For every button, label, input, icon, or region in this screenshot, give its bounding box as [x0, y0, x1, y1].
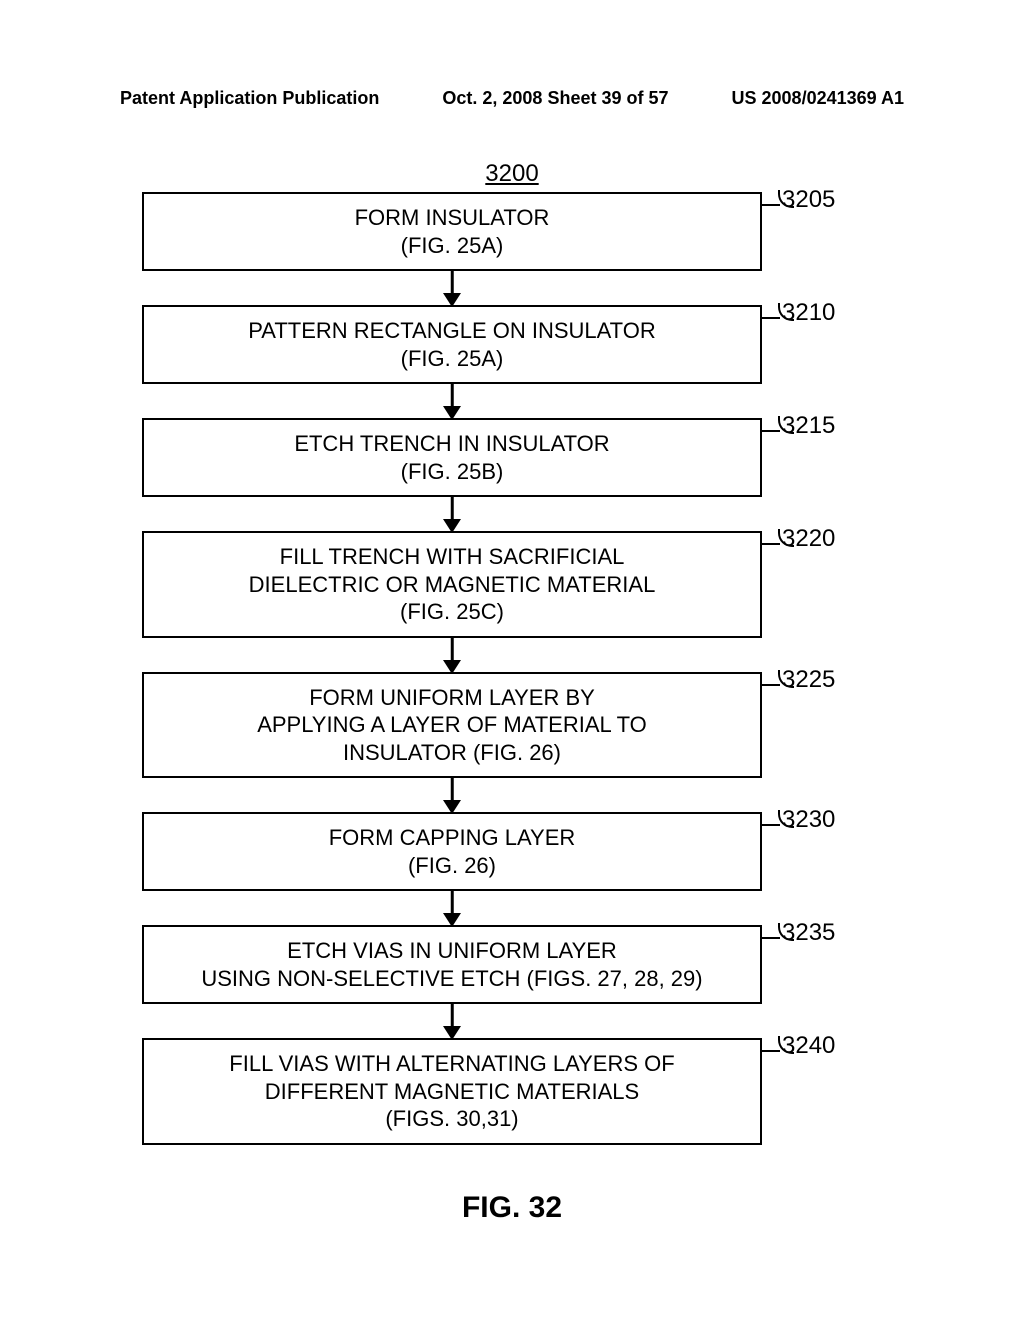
arrow-down-icon	[142, 638, 762, 672]
step-text: USING NON-SELECTIVE ETCH (FIGS. 27, 28, …	[152, 965, 752, 993]
arrow-down-icon	[142, 891, 762, 925]
step-text: (FIG. 25B)	[152, 458, 752, 486]
step-row: FORM CAPPING LAYER (FIG. 26) 3230	[142, 812, 882, 891]
step-row: FORM INSULATOR (FIG. 25A) 3205	[142, 192, 882, 271]
page: Patent Application Publication Oct. 2, 2…	[0, 0, 1024, 1320]
step-box-3240: FILL VIAS WITH ALTERNATING LAYERS OF DIF…	[142, 1038, 762, 1145]
step-text: (FIG. 25A)	[152, 232, 752, 260]
step-row: PATTERN RECTANGLE ON INSULATOR (FIG. 25A…	[142, 305, 882, 384]
step-text: FILL TRENCH WITH SACRIFICIAL	[152, 543, 752, 571]
step-text: FORM UNIFORM LAYER BY	[152, 684, 752, 712]
arrow-down-icon	[142, 778, 762, 812]
step-row: FILL TRENCH WITH SACRIFICIAL DIELECTRIC …	[142, 531, 882, 638]
step-text: APPLYING A LAYER OF MATERIAL TO	[152, 711, 752, 739]
page-header: Patent Application Publication Oct. 2, 2…	[0, 88, 1024, 109]
step-text: (FIGS. 30,31)	[152, 1105, 752, 1133]
flowchart: 3200 FORM INSULATOR (FIG. 25A) 3205 PATT…	[142, 160, 882, 1225]
step-box-3205: FORM INSULATOR (FIG. 25A)	[142, 192, 762, 271]
step-box-3235: ETCH VIAS IN UNIFORM LAYER USING NON-SEL…	[142, 925, 762, 1004]
step-text: (FIG. 25C)	[152, 598, 752, 626]
step-label: 3210	[782, 299, 835, 327]
step-row: FORM UNIFORM LAYER BY APPLYING A LAYER O…	[142, 672, 882, 779]
step-text: DIFFERENT MAGNETIC MATERIALS	[152, 1078, 752, 1106]
step-label: 3205	[782, 186, 835, 214]
step-text: PATTERN RECTANGLE ON INSULATOR	[152, 317, 752, 345]
step-label: 3235	[782, 919, 835, 947]
step-label: 3215	[782, 412, 835, 440]
figure-number-top: 3200	[142, 160, 882, 188]
step-label: 3230	[782, 806, 835, 834]
step-row: ETCH VIAS IN UNIFORM LAYER USING NON-SEL…	[142, 925, 882, 1004]
step-box-3215: ETCH TRENCH IN INSULATOR (FIG. 25B)	[142, 418, 762, 497]
figure-caption: FIG. 32	[142, 1191, 882, 1225]
arrow-down-icon	[142, 384, 762, 418]
step-text: ETCH VIAS IN UNIFORM LAYER	[152, 937, 752, 965]
step-box-3230: FORM CAPPING LAYER (FIG. 26)	[142, 812, 762, 891]
step-text: FORM INSULATOR	[152, 204, 752, 232]
step-row: ETCH TRENCH IN INSULATOR (FIG. 25B) 3215	[142, 418, 882, 497]
step-label: 3225	[782, 666, 835, 694]
step-box-3210: PATTERN RECTANGLE ON INSULATOR (FIG. 25A…	[142, 305, 762, 384]
step-text: FORM CAPPING LAYER	[152, 824, 752, 852]
step-text: DIELECTRIC OR MAGNETIC MATERIAL	[152, 571, 752, 599]
header-right: US 2008/0241369 A1	[732, 88, 904, 109]
arrow-down-icon	[142, 1004, 762, 1038]
step-label: 3240	[782, 1032, 835, 1060]
step-text: ETCH TRENCH IN INSULATOR	[152, 430, 752, 458]
header-left: Patent Application Publication	[120, 88, 379, 109]
step-text: (FIG. 25A)	[152, 345, 752, 373]
header-center: Oct. 2, 2008 Sheet 39 of 57	[442, 88, 668, 109]
step-box-3225: FORM UNIFORM LAYER BY APPLYING A LAYER O…	[142, 672, 762, 779]
arrow-down-icon	[142, 497, 762, 531]
step-text: INSULATOR (FIG. 26)	[152, 739, 752, 767]
arrow-down-icon	[142, 271, 762, 305]
step-text: (FIG. 26)	[152, 852, 752, 880]
step-box-3220: FILL TRENCH WITH SACRIFICIAL DIELECTRIC …	[142, 531, 762, 638]
step-row: FILL VIAS WITH ALTERNATING LAYERS OF DIF…	[142, 1038, 882, 1145]
step-label: 3220	[782, 525, 835, 553]
step-text: FILL VIAS WITH ALTERNATING LAYERS OF	[152, 1050, 752, 1078]
